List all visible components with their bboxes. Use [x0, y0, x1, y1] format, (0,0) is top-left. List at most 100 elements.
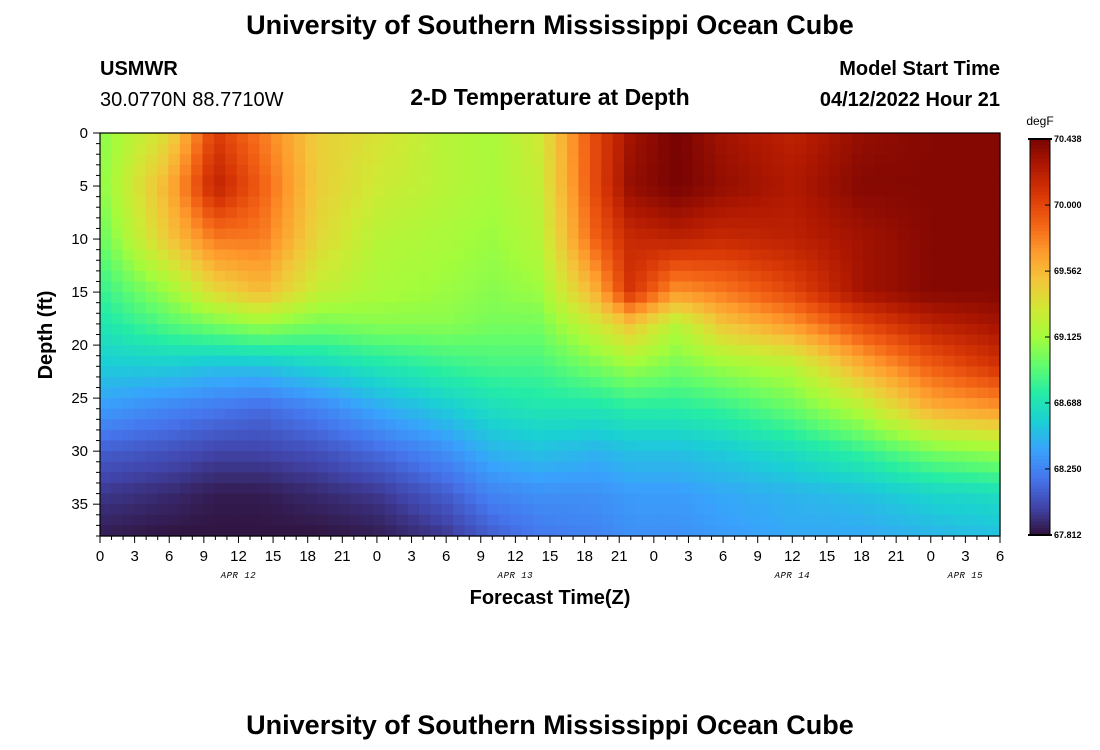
heatmap-cell [305, 207, 318, 219]
heatmap-cell [305, 504, 318, 516]
heatmap-cell [396, 493, 409, 505]
heatmap-cell [692, 493, 705, 505]
colorbar-segment [1030, 317, 1050, 322]
heatmap-cell [601, 493, 614, 505]
heatmap-cell [100, 154, 112, 166]
heatmap-cell [464, 440, 477, 452]
heatmap-cell [863, 366, 876, 378]
heatmap-cell [384, 345, 397, 357]
heatmap-cell [578, 239, 591, 251]
heatmap-cell [362, 249, 375, 261]
heatmap-cell [156, 133, 169, 145]
heatmap-cell [840, 419, 853, 431]
heatmap-cell [555, 398, 568, 410]
heatmap-cell [498, 175, 511, 187]
x-tick-label: 6 [442, 548, 450, 565]
heatmap-cell [635, 323, 648, 336]
heatmap-cell [236, 525, 249, 537]
heatmap-cell [156, 376, 169, 389]
heatmap-cell [487, 472, 500, 484]
heatmap-cell [441, 217, 454, 230]
heatmap-cell [646, 143, 659, 155]
heatmap-cell [156, 313, 169, 325]
heatmap-cell [373, 376, 386, 389]
heatmap-cell [635, 228, 648, 240]
heatmap-cell [817, 493, 830, 505]
heatmap-cell [145, 440, 158, 452]
heatmap-cell [270, 429, 283, 442]
heatmap-cell [897, 260, 910, 272]
heatmap-cell [817, 504, 830, 516]
heatmap-cell [134, 355, 147, 367]
heatmap-cell [658, 302, 671, 314]
heatmap-cell [453, 429, 466, 442]
heatmap-cell [794, 239, 807, 251]
heatmap-cell [726, 387, 739, 399]
heatmap-cell [259, 504, 272, 516]
heatmap-cell [407, 366, 420, 378]
heatmap-cell [441, 186, 454, 198]
heatmap-cell [487, 525, 500, 537]
heatmap-cell [635, 281, 648, 293]
heatmap-cell [943, 302, 956, 314]
heatmap-cell [772, 429, 785, 442]
heatmap-cell [339, 429, 352, 442]
heatmap-cell [100, 514, 112, 526]
heatmap-cell [783, 440, 796, 452]
heatmap-cell [954, 217, 967, 230]
heatmap-cell [589, 207, 602, 219]
colorbar-unit: degF [1026, 114, 1053, 128]
heatmap-cell [145, 408, 158, 420]
heatmap-cell [464, 143, 477, 155]
heatmap-cell [817, 313, 830, 325]
heatmap-cell [282, 249, 295, 261]
heatmap-cell [703, 355, 716, 367]
heatmap-cell [749, 493, 762, 505]
colorbar-segment [1030, 211, 1050, 216]
heatmap-cell [703, 186, 716, 198]
heatmap-cell [977, 525, 990, 537]
heatmap-cell [316, 207, 329, 219]
heatmap-cell [327, 217, 340, 230]
heatmap-cell [225, 514, 238, 526]
heatmap-cell [236, 186, 249, 198]
colorbar-segment [1030, 208, 1050, 213]
heatmap-cell [988, 376, 1001, 389]
x-tick-label: 6 [165, 548, 173, 565]
heatmap-cell [988, 186, 1001, 198]
heatmap-cell [362, 451, 375, 463]
heatmap-cell [658, 451, 671, 463]
heatmap-cell [624, 334, 637, 346]
model-start-label: Model Start Time [839, 58, 1000, 80]
heatmap-cell [282, 207, 295, 219]
heatmap-cell [851, 186, 864, 198]
heatmap-cell [806, 302, 819, 314]
heatmap-cell [863, 482, 876, 495]
heatmap-cell [783, 186, 796, 198]
heatmap-cell [464, 387, 477, 399]
heatmap-cell [282, 525, 295, 537]
heatmap-cell [339, 482, 352, 495]
heatmap-cell [874, 429, 887, 442]
heatmap-cell [510, 186, 523, 198]
heatmap-cell [316, 239, 329, 251]
heatmap-cell [988, 292, 1001, 304]
heatmap-cell [350, 482, 363, 495]
heatmap-cell [988, 345, 1001, 357]
heatmap-cell [817, 472, 830, 484]
heatmap-cell [407, 461, 420, 473]
heatmap-cell [658, 133, 671, 145]
heatmap-cell [225, 186, 238, 198]
heatmap-cell [977, 514, 990, 526]
heatmap-cell [453, 419, 466, 431]
heatmap-cell [851, 514, 864, 526]
heatmap-cell [772, 334, 785, 346]
heatmap-cell [100, 196, 112, 208]
heatmap-cell [145, 334, 158, 346]
heatmap-cell [555, 292, 568, 304]
heatmap-cell [874, 217, 887, 230]
heatmap-cell [806, 313, 819, 325]
heatmap-cell [168, 323, 181, 336]
heatmap-cell [327, 281, 340, 293]
heatmap-cell [407, 398, 420, 410]
